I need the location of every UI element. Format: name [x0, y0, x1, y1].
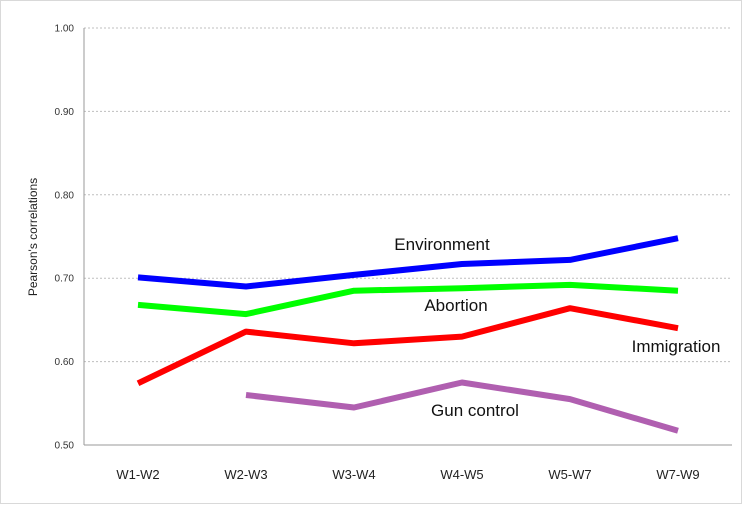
y-tick-label: 0.90 — [55, 107, 75, 118]
x-tick-label: W2-W3 — [224, 467, 267, 482]
series-line-environment — [137, 235, 679, 290]
series-label-immigration: Immigration — [632, 337, 721, 356]
x-tick-label: W1-W2 — [116, 467, 159, 482]
x-tick-label: W4-W5 — [440, 467, 483, 482]
series-label-gun-control: Gun control — [431, 401, 519, 420]
y-tick-label: 0.80 — [55, 190, 75, 201]
x-tick-labels: W1-W2 W2-W3 W3-W4 W4-W5 W5-W7 W7-W9 — [116, 467, 699, 482]
y-tick-label: 0.50 — [55, 441, 75, 452]
x-tick-label: W3-W4 — [332, 467, 375, 482]
x-tick-label: W7-W9 — [656, 467, 699, 482]
series-label-abortion: Abortion — [424, 296, 487, 315]
series-line-gun-control — [245, 379, 679, 434]
series-line-abortion — [137, 281, 679, 318]
y-tick-label: 1.00 — [55, 24, 75, 35]
y-tick-labels: 0.50 0.60 0.70 0.80 0.90 1.00 — [55, 24, 75, 452]
x-tick-label: W5-W7 — [548, 467, 591, 482]
series-line-immigration — [136, 305, 679, 387]
series-lines — [136, 235, 679, 434]
y-tick-label: 0.60 — [55, 357, 75, 368]
gridlines — [84, 27, 732, 363]
series-labels: Environment Abortion Immigration Gun contro… — [394, 235, 720, 420]
series-label-environment: Environment — [394, 235, 490, 254]
y-axis-label: Pearson's correlations — [26, 178, 40, 296]
y-tick-label: 0.70 — [55, 274, 75, 285]
